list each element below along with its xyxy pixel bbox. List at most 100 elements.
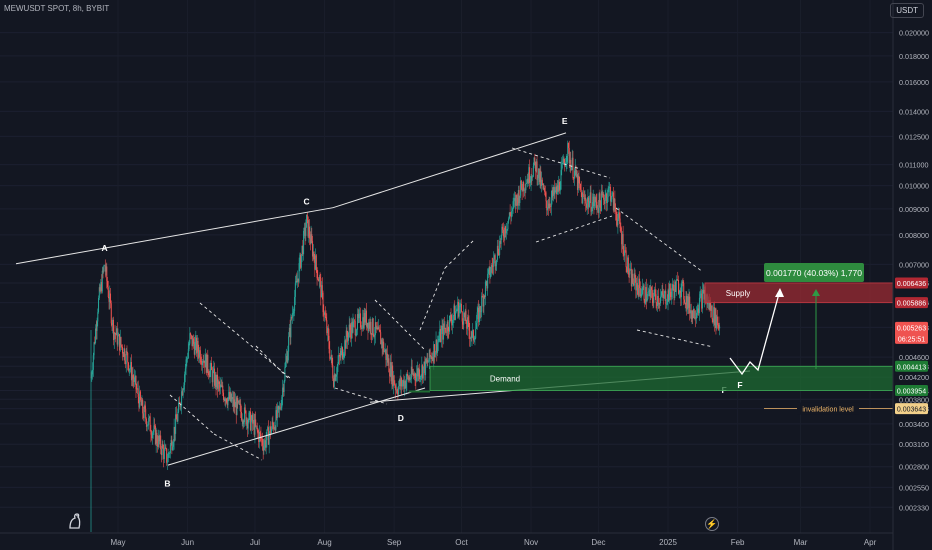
currency-button[interactable]: USDT	[890, 3, 924, 18]
candle-body	[411, 366, 413, 374]
projection-path	[729, 289, 781, 376]
candle-body	[543, 187, 545, 189]
candle-body	[252, 414, 254, 424]
candle-body	[496, 259, 498, 264]
candle-body	[669, 283, 671, 301]
candle-body	[554, 190, 556, 195]
candle-body	[184, 374, 186, 386]
candle-body	[459, 305, 461, 307]
candle-body	[273, 427, 275, 430]
candle-body	[413, 373, 415, 376]
candle-body	[221, 385, 223, 387]
candle-body	[371, 318, 373, 336]
candle-body	[279, 407, 281, 409]
candle-body	[127, 362, 129, 371]
candle-body	[147, 424, 149, 426]
candle-body	[112, 319, 114, 325]
candle-body	[528, 167, 530, 183]
candle-body	[666, 302, 668, 305]
candle-body	[607, 188, 609, 198]
candle-body	[710, 305, 712, 311]
candle-body	[142, 399, 144, 414]
candle-body	[589, 192, 591, 202]
candle-body	[133, 378, 135, 382]
candle-body	[230, 392, 232, 402]
candle-body	[339, 355, 341, 357]
candle-body	[145, 418, 147, 427]
candle-body	[182, 389, 184, 396]
candle-body	[235, 401, 237, 415]
candle-body	[95, 328, 97, 343]
candle-body	[163, 448, 165, 459]
candle-body	[591, 211, 593, 212]
candle-body	[264, 440, 266, 448]
candle-body	[708, 300, 710, 310]
candle-body	[300, 254, 302, 268]
candle-body	[710, 302, 712, 311]
x-tick-label: Jul	[250, 538, 260, 547]
candle-body	[407, 374, 409, 377]
candle-body	[169, 453, 171, 454]
candle-body	[611, 192, 613, 200]
annotations: F 0.001770 (40.03%) 1,770 invalidation lev…	[729, 263, 893, 415]
candle-body	[157, 435, 159, 448]
candle-body	[692, 310, 694, 318]
candle-body	[624, 250, 626, 256]
candle-body	[272, 421, 274, 425]
lightning-icon[interactable]: ⚡	[705, 517, 719, 531]
candle-body	[550, 206, 552, 207]
candle-body	[654, 289, 656, 297]
candle-body	[312, 251, 314, 257]
candle-body	[635, 277, 637, 291]
candle-body	[606, 193, 608, 204]
candle-body	[171, 439, 173, 451]
candle-body	[618, 212, 620, 219]
candle-body	[553, 186, 555, 196]
price-label-text: 0.005886	[897, 301, 926, 308]
candle-body	[270, 428, 272, 435]
candle-body	[625, 250, 627, 268]
candle-body	[423, 361, 425, 367]
candle-body	[463, 312, 465, 318]
candle-body	[636, 283, 638, 291]
candle-body	[452, 315, 454, 320]
candle-body	[359, 313, 361, 315]
candle-body	[155, 432, 157, 445]
zones: Supply Demand	[409, 282, 894, 393]
candle-body	[536, 161, 538, 180]
y-tick-label: 0.012500	[899, 132, 929, 141]
candle-body	[446, 321, 448, 333]
candle-body	[161, 444, 163, 455]
price-label	[895, 360, 928, 372]
candle-body	[185, 359, 187, 369]
candle-body	[267, 427, 269, 430]
candle-body	[594, 202, 596, 207]
candle-body	[598, 193, 600, 213]
candle-body	[610, 199, 612, 202]
candle-body	[685, 295, 687, 305]
candle-body	[175, 414, 177, 434]
candle-body	[677, 279, 679, 281]
candle-body	[504, 226, 506, 238]
candle-body	[627, 257, 629, 273]
candle-body	[695, 317, 697, 319]
candle-body	[518, 190, 520, 204]
candle-body	[213, 368, 215, 372]
candle-body	[717, 324, 719, 326]
candle-body	[447, 321, 449, 331]
candle-body	[597, 207, 599, 213]
candle-body	[340, 350, 342, 358]
candle-body	[136, 389, 138, 390]
candle-body	[482, 296, 484, 307]
candle-body	[497, 245, 499, 254]
candle-body	[616, 220, 618, 226]
candle-body	[623, 253, 625, 256]
candle-body	[293, 311, 295, 314]
candle-body	[564, 162, 566, 167]
candle-body	[353, 320, 355, 322]
candle-body	[413, 373, 415, 376]
candle-body	[614, 198, 616, 209]
candle-body	[137, 388, 139, 397]
candle-body	[542, 183, 544, 189]
